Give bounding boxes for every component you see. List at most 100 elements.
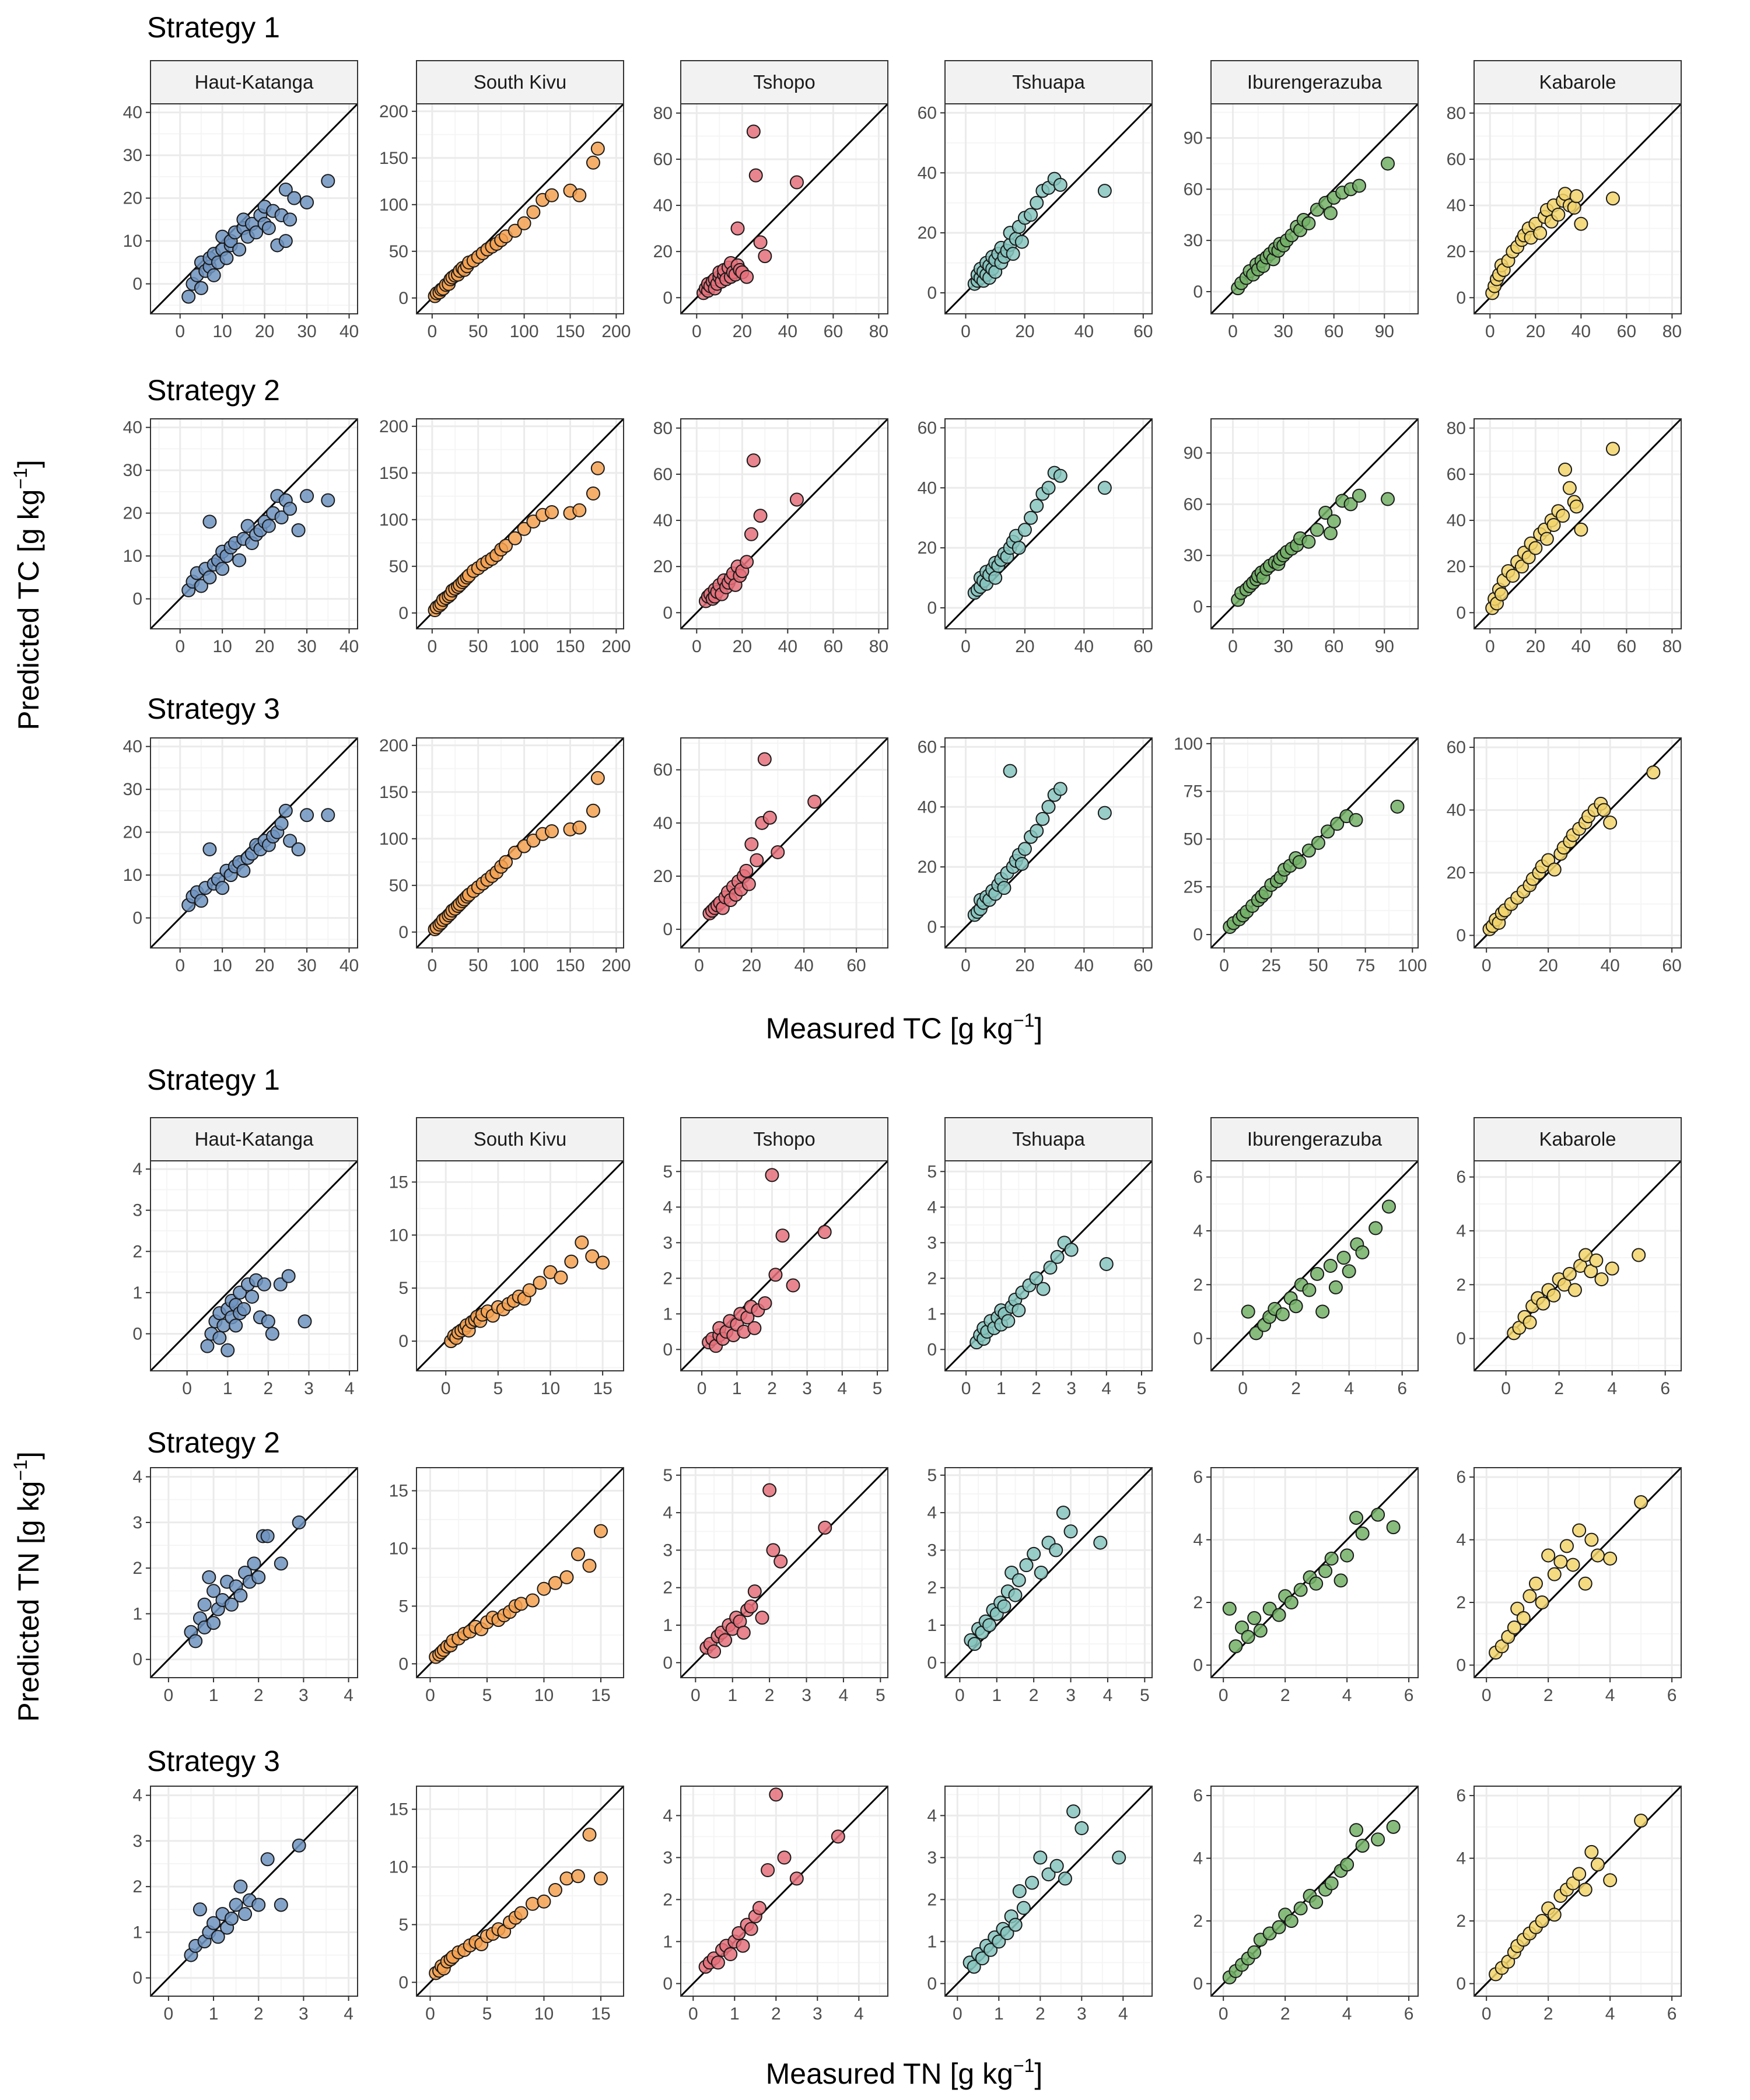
data-point: [1605, 1261, 1619, 1276]
y-tick-label: 2: [927, 1890, 937, 1909]
y-tick-label: 1: [663, 1932, 673, 1951]
data-point: [514, 1906, 528, 1920]
y-tick-label: 0: [927, 918, 937, 937]
data-point: [1569, 499, 1584, 514]
data-point: [1053, 468, 1068, 483]
facet-label: Kabarole: [1539, 71, 1616, 93]
y-tick-label: 60: [1184, 495, 1203, 514]
x-tick-label: 2: [1280, 1686, 1290, 1705]
data-point: [1546, 1288, 1561, 1303]
x-tick-label: 0: [961, 322, 971, 341]
data-point: [260, 1852, 275, 1867]
panel-tn-s1-kabarole: Kabarole 0 0 2 2 4 4 6 6: [1456, 1117, 1682, 1398]
data-point: [997, 881, 1012, 895]
data-point: [1551, 207, 1566, 222]
data-point: [1228, 1639, 1243, 1654]
y-tick-label: 0: [663, 920, 673, 939]
data-point: [1567, 1283, 1582, 1297]
x-tick-label: 0: [1482, 2004, 1492, 2024]
y-tick-label: 0: [1456, 1329, 1466, 1349]
y-tick-label: 100: [379, 510, 408, 530]
y-tick-label: 40: [918, 163, 937, 183]
panel-border: [1474, 1786, 1682, 1997]
data-point: [1241, 1630, 1255, 1644]
y-tick-label: 2: [927, 1269, 937, 1288]
panel-tc-s1-kabarole: Kabarole 00 20 20 40 40 60 60 80 80: [1447, 60, 1682, 341]
data-point: [1012, 541, 1026, 555]
x-tick-label: 60: [846, 956, 866, 975]
identity-line: [149, 103, 359, 315]
panel-border: [416, 1786, 624, 1997]
x-tick-label: 40: [1074, 637, 1094, 656]
panel-border: [1474, 103, 1682, 314]
data-point: [1646, 765, 1661, 780]
data-point: [1024, 510, 1038, 525]
data-point: [739, 863, 754, 878]
x-tick-label: 200: [601, 637, 631, 656]
y-tick-label: 0: [927, 1653, 937, 1672]
data-point: [997, 1599, 1012, 1614]
data-point: [758, 1296, 772, 1311]
x-tick-label: 10: [212, 956, 232, 975]
data-point: [586, 803, 600, 818]
x-tick-label: 0: [1219, 956, 1229, 975]
data-point: [206, 1584, 221, 1598]
x-tick-label: 0: [1219, 1686, 1228, 1705]
data-point: [194, 894, 208, 908]
data-point: [582, 1828, 597, 1842]
data-point: [202, 1570, 216, 1584]
data-point: [1566, 1558, 1580, 1572]
data-point: [1019, 1558, 1034, 1573]
panel-tn-s1-iburengerazuba: Iburengerazuba 0 0 2 2 4 4 6 6: [1193, 1117, 1419, 1398]
y-tick-label: 2: [132, 1877, 142, 1896]
panel-border: [944, 418, 1153, 629]
y-tick-label: 30: [123, 146, 142, 165]
panel-border: [1210, 103, 1419, 314]
facet-strip: [416, 1117, 624, 1161]
y-tick-label: 15: [389, 1172, 408, 1192]
y-tick-label: 0: [132, 275, 142, 294]
strategy-title: Strategy 2: [147, 374, 280, 407]
facet-label: Tshopo: [753, 71, 815, 93]
data-point: [1381, 492, 1395, 506]
facet-label: Tshuapa: [1012, 1128, 1085, 1150]
y-tick-label: 0: [663, 1974, 673, 1993]
data-point: [564, 1254, 579, 1269]
y-tick-label: 0: [1456, 288, 1466, 307]
data-point: [747, 1584, 762, 1599]
panel-border: [150, 1467, 358, 1678]
x-tick-label: 2: [1031, 1379, 1041, 1398]
panel-tn-s1-tshuapa: Tshuapa 0 0 1 1 2 2 3 3 4 4 5 5: [927, 1117, 1153, 1398]
data-point: [1247, 1945, 1262, 1959]
x-tick-label: 0: [427, 956, 437, 975]
x-tick-label: 4: [1101, 1379, 1111, 1398]
data-point: [748, 168, 763, 183]
data-point: [744, 527, 758, 541]
data-point: [1386, 1520, 1401, 1535]
x-tick-label: 60: [1324, 322, 1343, 341]
data-point: [197, 1597, 212, 1612]
data-point: [1318, 1564, 1333, 1578]
y-tick-label: 4: [1193, 1531, 1203, 1550]
data-point: [1014, 235, 1029, 249]
data-point: [1053, 782, 1068, 796]
x-tick-label: 30: [1273, 637, 1293, 656]
x-tick-label: 30: [297, 322, 316, 341]
data-point: [1074, 1821, 1089, 1835]
data-point: [707, 1644, 722, 1658]
panel-tc-s2-tshopo: 00 20 20 40 40 60 60 80 80: [653, 418, 888, 656]
x-tick-label: 0: [175, 637, 185, 656]
panel-tc-s2-kabarole: 00 20 20 40 40 60 60 80 80: [1447, 418, 1682, 656]
facet-label: Iburengerazuba: [1247, 1128, 1382, 1150]
x-tick-label: 0: [441, 1379, 451, 1398]
data-point: [1494, 587, 1508, 601]
y-tick-label: 50: [1184, 830, 1203, 849]
y-tick-label: 100: [1174, 734, 1203, 754]
data-point: [247, 1556, 261, 1571]
data-point: [229, 1898, 243, 1912]
data-point: [762, 810, 777, 825]
y-tick-label: 1: [663, 1616, 673, 1635]
y-tick-label: 40: [918, 797, 937, 817]
y-tick-label: 80: [653, 419, 673, 438]
